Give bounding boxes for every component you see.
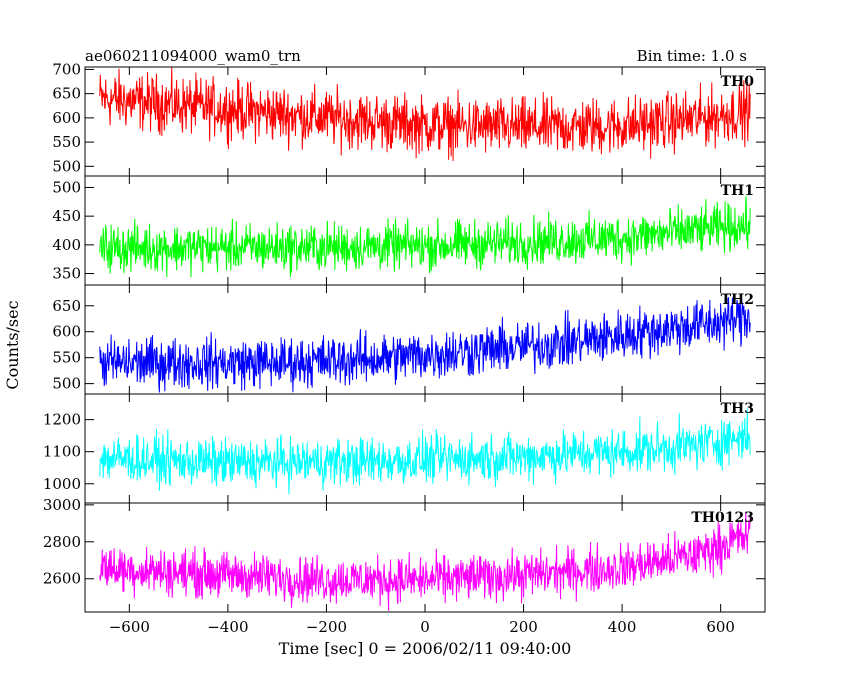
panel-th0123: 2600 2800 3000 TH0123 (43, 496, 766, 613)
x-tick-label: −200 (306, 618, 347, 636)
y-tick-label: 1200 (43, 411, 81, 429)
y-tick-label: 450 (52, 207, 81, 225)
panel-th3: 1000 1100 1200 TH3 (43, 393, 766, 504)
y-axis-title: Counts/sec (3, 300, 22, 389)
y-tick-label: 500 (52, 375, 81, 393)
panel-th2: 500 550 600 650 TH2 (52, 284, 766, 395)
y-tick-label: 650 (52, 297, 81, 315)
series-th2 (99, 296, 751, 393)
series-th0 (99, 67, 751, 162)
panel-label: TH3 (721, 401, 754, 417)
y-tick-label: 2600 (43, 570, 81, 588)
y-tick-label: 350 (52, 265, 81, 283)
y-tick-label: 600 (52, 323, 81, 341)
y-tick-label: 2800 (43, 533, 81, 551)
y-tick-label: 1000 (43, 475, 81, 493)
y-tick-label: 600 (52, 109, 81, 127)
series-th1 (99, 196, 751, 278)
x-tick-label: 0 (420, 618, 430, 636)
y-tick-label: 700 (52, 60, 81, 78)
x-tick-label: −600 (109, 618, 150, 636)
y-tick-label: 500 (52, 178, 81, 196)
panel-label: TH2 (721, 292, 754, 308)
panel-th1: 350 400 450 500 TH1 (52, 175, 766, 286)
bin-time-label: Bin time: 1.0 s (637, 47, 747, 65)
x-tick-label: 200 (509, 618, 538, 636)
x-tick-label: 600 (706, 618, 735, 636)
series-th0123 (99, 511, 751, 611)
y-tick-label: 3000 (43, 496, 81, 514)
panel-label: TH1 (721, 183, 754, 199)
panel-th0: 500 550 600 650 700 TH0 (52, 60, 766, 177)
y-tick-label: 400 (52, 236, 81, 254)
x-tick-label: 400 (608, 618, 637, 636)
y-tick-label: 550 (52, 133, 81, 151)
chart-title: ae060211094000_wam0_trn (85, 47, 301, 65)
y-tick-label: 1100 (43, 443, 81, 461)
y-tick-label: 500 (52, 157, 81, 175)
panel-label: TH0123 (691, 510, 754, 526)
y-tick-label: 650 (52, 85, 81, 103)
y-tick-label: 550 (52, 349, 81, 367)
x-tick-label: −400 (207, 618, 248, 636)
x-axis-title: Time [sec] 0 = 2006/02/11 09:40:00 (279, 639, 572, 658)
panels: 500 550 600 650 700 TH0 350 400 450 500 TH1 500 550 6… (43, 60, 766, 613)
x-axis: −600 −400 −200 0 200 400 600 (109, 618, 735, 636)
series-th3 (99, 408, 751, 495)
panel-label: TH0 (721, 74, 755, 90)
